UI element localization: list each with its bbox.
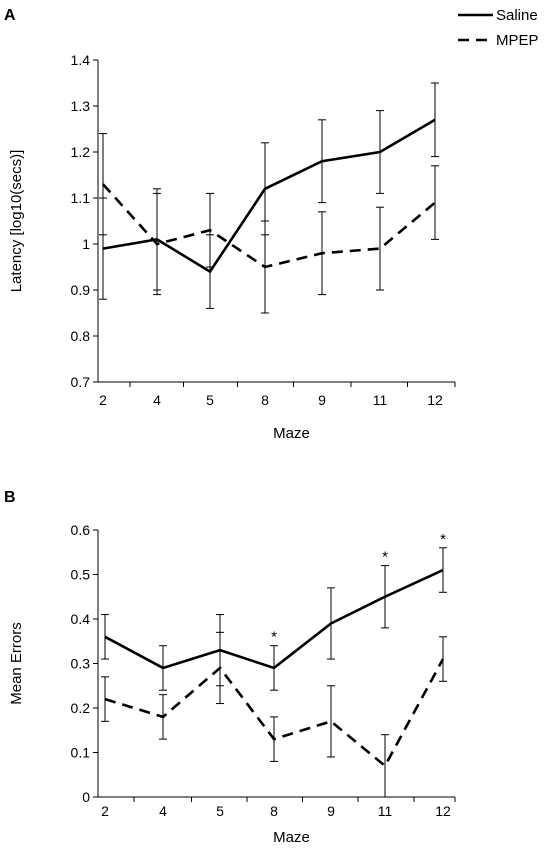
series-saline: [99, 82, 439, 309]
y-tick-label: 1.1: [71, 190, 91, 206]
x-tick-label: 12: [435, 803, 451, 819]
x-tick-label: 4: [153, 392, 161, 408]
series-mpep: [101, 631, 447, 798]
panel-a: A 0.7 0.8 0.9 1 1.1 1.2 1.3 1.4 2 4 5 8 9 11 12 Maze Late…: [4, 7, 456, 442]
y-tick-label: 0.8: [71, 328, 91, 344]
y-tick-label: 0.5: [71, 567, 91, 583]
y-tick-label: 1: [82, 236, 90, 252]
y-axis-label: Mean Errors: [8, 622, 25, 705]
x-tick-label: 11: [378, 803, 393, 819]
series-saline: [101, 547, 447, 691]
panel-letter: B: [4, 489, 16, 506]
y-tick-label: 0.4: [71, 611, 91, 627]
x-tick-label: 5: [206, 392, 214, 408]
x-tick-label: 8: [270, 803, 278, 819]
y-tick-label: 1.2: [71, 144, 91, 160]
x-tick-label: 9: [318, 392, 326, 408]
x-tick-label: 9: [327, 803, 335, 819]
significance-marker: *: [271, 629, 277, 646]
x-tick-label: 5: [216, 803, 224, 819]
y-tick-label: 0.9: [71, 282, 91, 298]
x-axis-label: Maze: [273, 829, 310, 846]
x-tick-label: 11: [373, 392, 388, 408]
x-tick-label: 8: [261, 392, 269, 408]
y-tick-label: 0.2: [71, 700, 91, 716]
y-tick-label: 0: [82, 789, 90, 805]
y-tick-label: 0.7: [71, 374, 91, 390]
series-mpep: [99, 133, 439, 314]
legend-label-mpep: MPEP: [496, 32, 539, 49]
y-tick-label: 1.4: [71, 52, 91, 68]
x-tick-label: 2: [101, 803, 109, 819]
significance-marker: *: [440, 531, 446, 548]
y-tick-label: 1.3: [71, 98, 91, 114]
legend-label-saline: Saline: [496, 7, 538, 24]
y-tick-label: 0.3: [71, 656, 91, 672]
y-tick-label: 0.6: [71, 522, 91, 538]
x-tick-label: 2: [99, 392, 107, 408]
y-tick-label: 0.1: [71, 745, 91, 761]
y-axis-label: Latency [log10(secs)]: [8, 150, 25, 293]
panel-letter: A: [4, 7, 16, 24]
legend: Saline MPEP: [458, 7, 539, 49]
significance-marker: *: [382, 549, 388, 566]
x-axis-label: Maze: [273, 425, 310, 442]
series-line-mpep: [102, 183, 436, 269]
panel-b: B 0 0.1 0.2 0.3 0.4 0.5 0.6 2 4 5 8 9 11 12 Maze Mean Er…: [4, 489, 456, 846]
x-tick-label: 12: [427, 392, 443, 408]
x-tick-label: 4: [159, 803, 167, 819]
